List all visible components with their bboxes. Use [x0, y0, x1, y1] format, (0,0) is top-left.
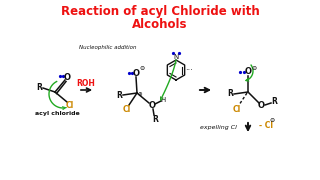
Text: ⊕: ⊕ [138, 93, 142, 98]
Text: R: R [227, 89, 233, 98]
Text: ...: ... [185, 64, 193, 73]
Text: R: R [152, 114, 158, 123]
Text: ⊖: ⊖ [140, 66, 145, 71]
Text: ROH: ROH [76, 78, 95, 87]
Text: Cl: Cl [123, 105, 131, 114]
Text: O: O [132, 69, 140, 78]
Text: N: N [173, 54, 179, 60]
Text: O: O [148, 102, 156, 111]
Text: Reaction of acyl Chloride with: Reaction of acyl Chloride with [60, 6, 260, 19]
Text: ⊖: ⊖ [269, 118, 275, 123]
Text: acyl chloride: acyl chloride [35, 111, 79, 116]
Text: Nucleophilic addition: Nucleophilic addition [79, 44, 137, 50]
Text: H: H [160, 97, 166, 103]
Text: expelling Cl: expelling Cl [200, 125, 236, 130]
Text: R: R [271, 98, 277, 107]
Text: Alcohols: Alcohols [132, 17, 188, 30]
Text: - Cl: - Cl [259, 120, 273, 129]
Text: Cl: Cl [66, 100, 74, 109]
Text: O: O [244, 68, 252, 76]
Text: ⊖: ⊖ [252, 66, 257, 71]
Text: O: O [258, 102, 265, 111]
Text: R: R [116, 91, 122, 100]
Text: O: O [63, 73, 70, 82]
Text: Cl: Cl [233, 105, 241, 114]
Text: R: R [36, 82, 42, 91]
